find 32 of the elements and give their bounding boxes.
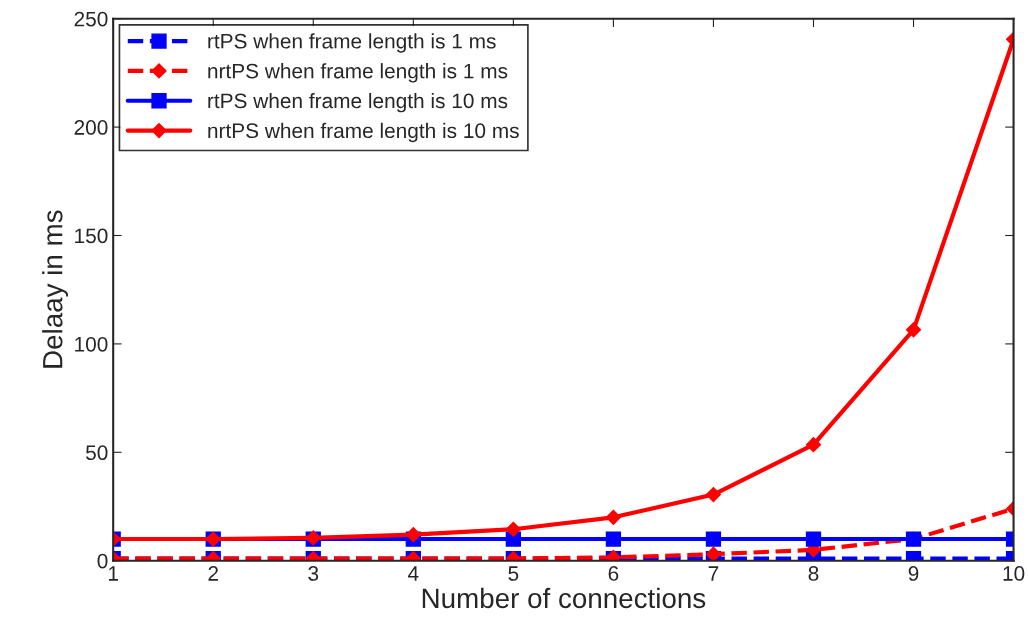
point — [805, 437, 822, 453]
legend-label: rtPS when frame length is 10 ms — [208, 92, 508, 113]
y-tick-label: 250 — [74, 11, 108, 27]
x-tick-label: 3 — [308, 566, 319, 581]
x-tick-label: 1 — [108, 566, 118, 581]
point — [905, 322, 922, 338]
point — [405, 527, 421, 543]
legend-label: nrtPS when frame length is 1 ms — [208, 63, 508, 83]
x-tick-label: 6 — [608, 566, 619, 581]
x-tick-label: 9 — [908, 566, 919, 581]
x-tick-label: 4 — [408, 566, 419, 581]
point — [705, 546, 722, 561]
x-tick-label: 5 — [508, 566, 519, 581]
point — [705, 487, 722, 503]
legend-label: nrtPS when frame length is 10 ms — [208, 122, 519, 143]
x-tick-label: 2 — [208, 566, 218, 581]
y-tick-label: 50 — [85, 445, 108, 461]
point — [605, 531, 622, 547]
point — [605, 509, 621, 525]
point — [805, 531, 822, 547]
y-tick-label: 200 — [74, 120, 108, 135]
x-tick-label: 8 — [808, 566, 819, 581]
x-axis-title: Number of connections — [422, 587, 706, 609]
y-axis-title: Delaay in ms — [42, 210, 69, 368]
point — [505, 521, 521, 537]
point — [705, 531, 722, 547]
y-tick-label: 100 — [75, 336, 108, 352]
x-tick-label: 10 — [1003, 566, 1025, 581]
y-tick-label: 0 — [97, 553, 108, 569]
legend-label: rtPS when frame length is 1 ms — [208, 33, 496, 53]
y-tick-label: 150 — [75, 228, 108, 244]
x-tick-label: 7 — [708, 566, 719, 581]
